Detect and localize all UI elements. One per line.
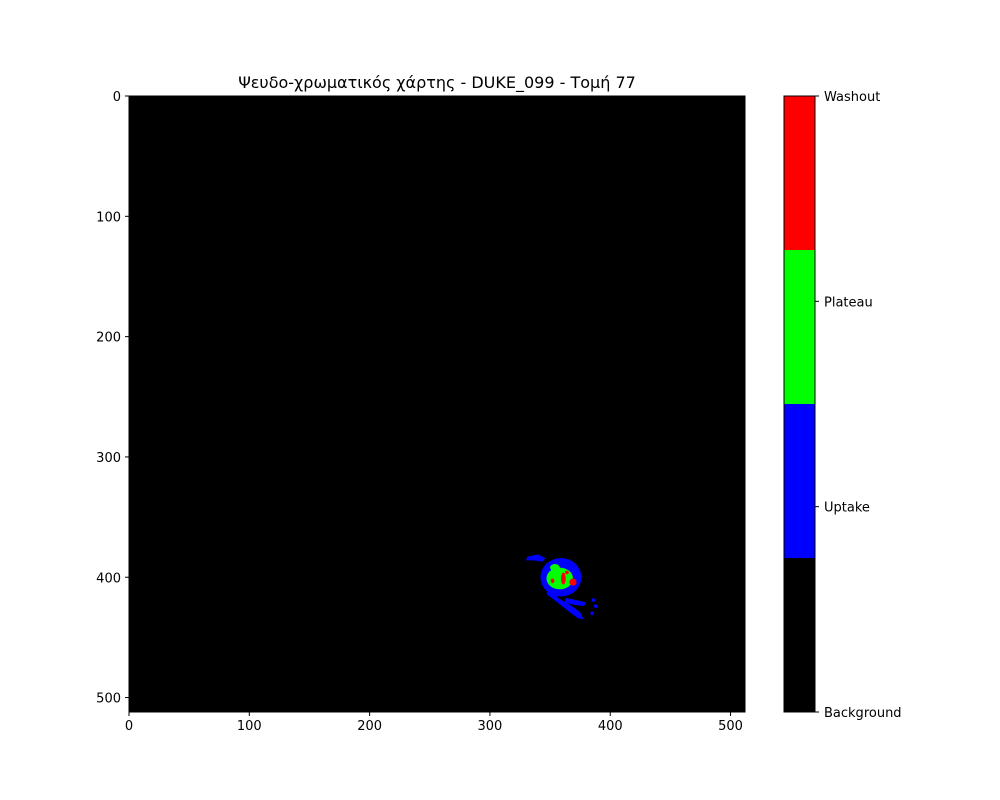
colorbar-label-uptake: Uptake [824, 501, 870, 516]
region-washout-9 [560, 572, 566, 585]
chart-title: Ψευδο-χρωματικός χάρτης - DUKE_099 - Τομ… [238, 73, 636, 93]
colorbar-labels: Background Uptake Plateau Washout [815, 90, 902, 721]
colorbar-label-washout: Washout [824, 90, 880, 105]
x-tick-label: 500 [718, 719, 743, 734]
colorbar-segment-plateau [784, 250, 815, 404]
y-axis-ticks: 0 100 200 300 400 500 [96, 90, 129, 707]
y-tick-label: 0 [113, 90, 121, 105]
x-tick-label: 400 [598, 719, 623, 734]
x-tick-label: 100 [237, 719, 262, 734]
x-tick-label: 200 [357, 719, 382, 734]
region-plateau-8 [550, 564, 560, 572]
region-washout-11 [550, 578, 555, 584]
colorbar-segment-washout [784, 96, 815, 250]
image-background [129, 96, 745, 712]
map-regions [526, 554, 599, 620]
y-tick-label: 200 [96, 331, 121, 346]
axes-frame [128, 95, 746, 713]
x-tick-label: 300 [478, 719, 503, 734]
region-washout-10 [569, 578, 577, 586]
x-axis-ticks: 0 100 200 300 400 500 [125, 712, 743, 734]
region-uptake-5 [593, 604, 599, 608]
colorbar-label-plateau: Plateau [824, 295, 873, 310]
region-uptake-6 [590, 611, 595, 616]
y-tick-label: 300 [96, 451, 121, 466]
region-uptake-2 [526, 554, 546, 562]
colorbar-label-background: Background [824, 706, 902, 721]
y-tick-label: 100 [96, 210, 121, 225]
x-tick-label: 0 [125, 719, 133, 734]
region-uptake-4 [591, 598, 596, 602]
colorbar-segments [784, 96, 815, 712]
region-uptake-1 [546, 589, 584, 620]
region-uptake-3 [564, 597, 587, 607]
region-washout-12 [565, 570, 569, 575]
image-axes: 0 100 200 300 400 500 0 100 200 300 400 500 [96, 90, 746, 734]
colorbar-frame [783, 95, 816, 713]
colorbar: Background Uptake Plateau Washout [783, 90, 902, 721]
colorbar-segment-uptake [784, 404, 815, 558]
y-tick-label: 500 [96, 692, 121, 707]
colorbar-segment-background [784, 558, 815, 712]
region-plateau-7 [546, 567, 573, 590]
y-tick-label: 400 [96, 571, 121, 586]
